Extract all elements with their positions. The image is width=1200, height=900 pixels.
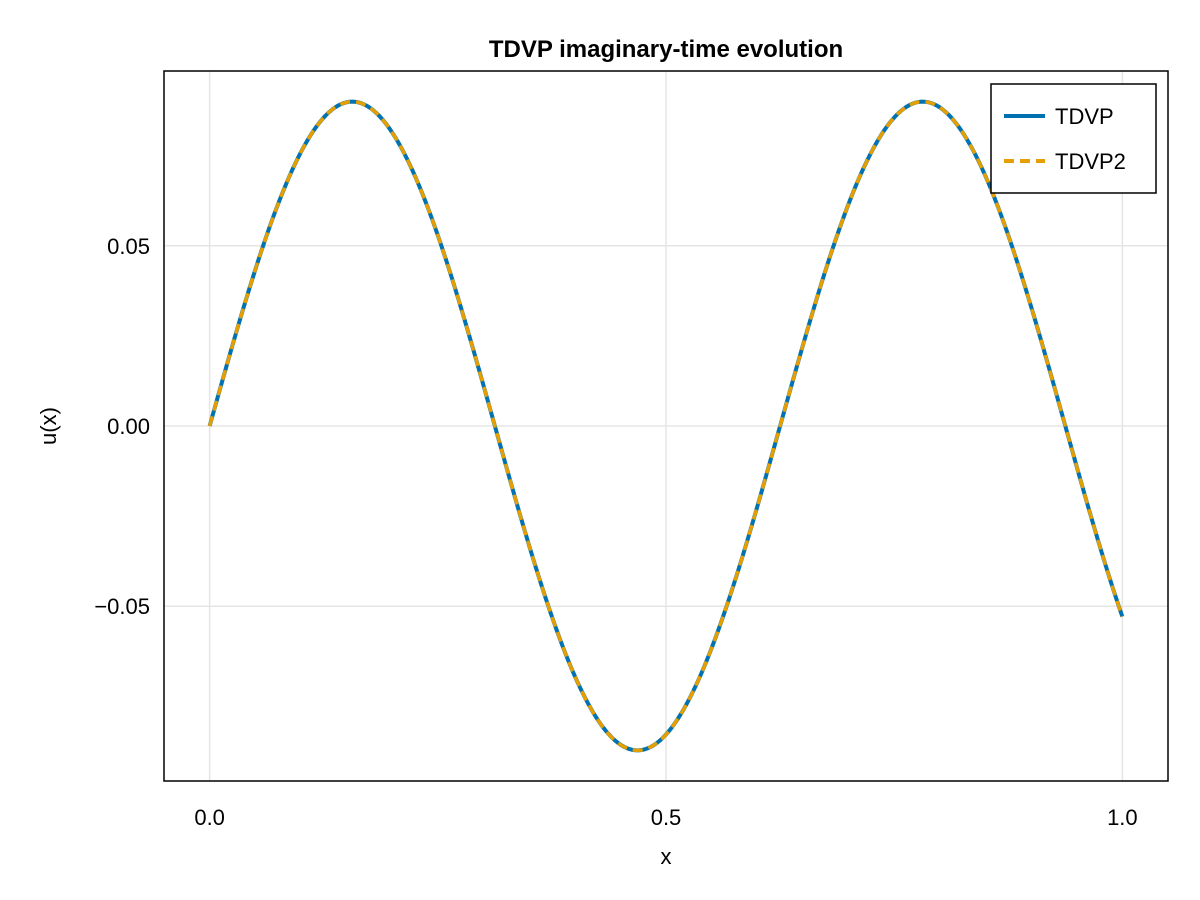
chart-title: TDVP imaginary-time evolution: [489, 36, 843, 63]
y-tick-label: 0.05: [107, 234, 150, 259]
series-lines: [207, 99, 1125, 753]
axis-ticks: 0.0 0.5 1.0 −0.05 0.00 0.05: [94, 234, 1137, 830]
plot-frame: [163, 70, 1169, 782]
series-line-tdvp2: [207, 99, 1125, 753]
legend-label-tdvp2: TDVP2: [1055, 149, 1126, 174]
legend-box: [990, 83, 1157, 194]
y-tick-label: 0.00: [107, 414, 150, 439]
y-axis-label: u(x): [36, 407, 61, 445]
x-axis-label: x: [661, 844, 672, 869]
legend-label-tdvp: TDVP: [1055, 104, 1114, 129]
x-tick-label: 1.0: [1107, 805, 1138, 830]
legend: TDVP TDVP2: [990, 83, 1157, 194]
y-tick-label: −0.05: [94, 594, 150, 619]
x-tick-label: 0.5: [651, 805, 682, 830]
x-tick-label: 0.0: [194, 805, 225, 830]
